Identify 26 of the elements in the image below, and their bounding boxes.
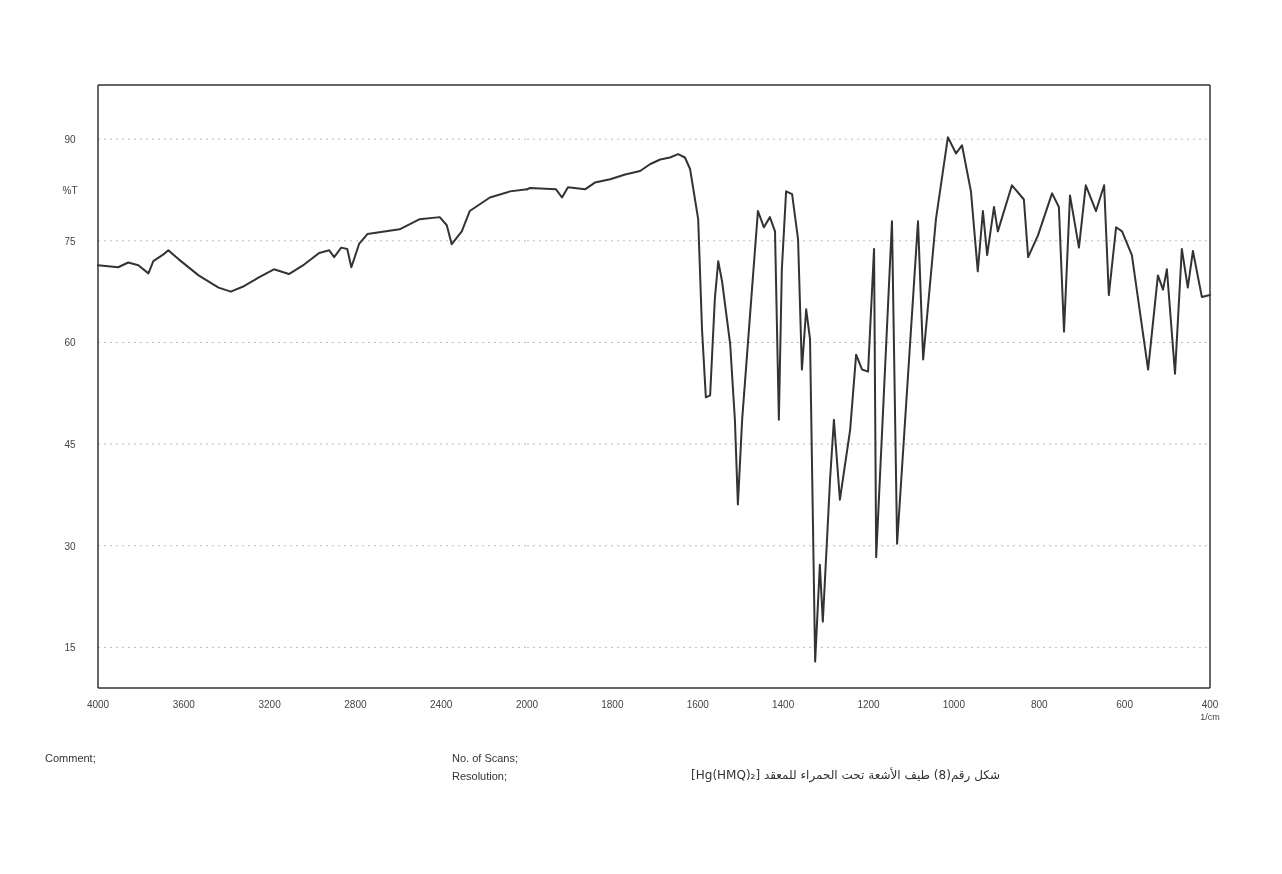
x-tick-label: 2000 — [515, 699, 539, 710]
x-tick-label: 1800 — [601, 699, 624, 710]
x-tick-label: 600 — [1116, 699, 1134, 710]
y-tick-label: 60 — [64, 337, 76, 349]
x-tick-label: 4000 — [86, 699, 110, 710]
x-tick-label: 2400 — [430, 699, 453, 710]
x-tick-label: 3200 — [258, 699, 282, 710]
x-tick-label: 3600 — [172, 699, 196, 710]
y-tick-label: 90 — [64, 134, 76, 146]
x-tick-label: 1400 — [772, 699, 795, 710]
x-tick-label: 2800 — [344, 699, 367, 710]
y-tick-label: 45 — [64, 439, 76, 451]
x-tick-label: 1600 — [686, 699, 710, 710]
text: No. of Scans; — [452, 752, 519, 764]
text: شكل رقم(8) طيف الأشعة تحت الحمراء للمعقد [Hg(HMQ)₂] — [691, 768, 1000, 782]
x-axis-title: 1/cm — [1200, 712, 1220, 722]
x-tick-label: 400 — [1201, 699, 1219, 710]
y-tick-label: 75 — [64, 235, 76, 247]
text: Resolution; — [452, 770, 508, 782]
y-tick-label: 15 — [64, 642, 76, 654]
x-tick-label: 800 — [1030, 699, 1049, 710]
text: Comment; — [45, 752, 96, 764]
x-tick-label: 1200 — [857, 699, 881, 710]
x-tick-label: 1000 — [942, 699, 966, 710]
y-tick-label: 30 — [64, 540, 76, 552]
y-axis-title: %T — [62, 185, 78, 197]
